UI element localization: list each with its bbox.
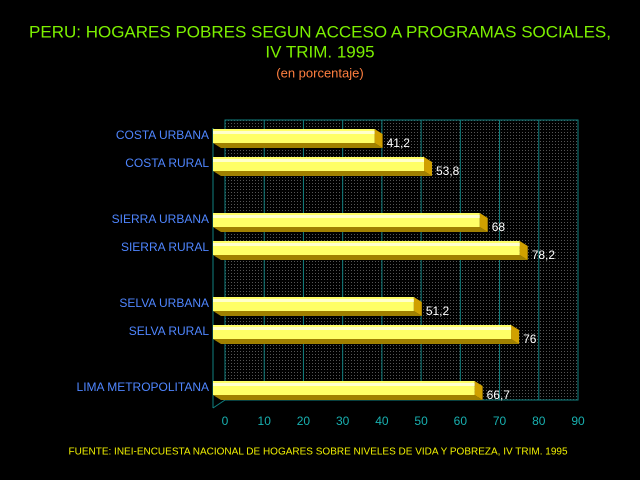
x-tick-label: 10 bbox=[258, 414, 272, 428]
x-tick-label: 40 bbox=[375, 414, 389, 428]
data-label: 68 bbox=[492, 220, 506, 234]
y-tick-label: SELVA URBANA bbox=[119, 296, 209, 310]
data-label: 53,8 bbox=[436, 164, 460, 178]
x-tick-label: 0 bbox=[222, 414, 229, 428]
source-note: FUENTE: INEI-ENCUESTA NACIONAL DE HOGARE… bbox=[68, 447, 567, 458]
bar-highlight bbox=[213, 299, 414, 302]
x-tick-label: 30 bbox=[336, 414, 350, 428]
y-tick-label: SIERRA URBANA bbox=[112, 212, 209, 226]
bar-shadow bbox=[213, 143, 383, 148]
y-tick-label: SELVA RURAL bbox=[129, 324, 210, 338]
bar-shadow bbox=[213, 227, 488, 232]
y-tick-label: COSTA URBANA bbox=[116, 128, 209, 142]
x-tick-label: 70 bbox=[493, 414, 507, 428]
bar-side bbox=[479, 213, 488, 232]
y-tick-label: LIMA METROPOLITANA bbox=[77, 380, 209, 394]
bar-highlight bbox=[213, 215, 480, 218]
y-tick-label: COSTA RURAL bbox=[125, 156, 209, 170]
bar-side bbox=[413, 297, 422, 316]
x-tick-label: 20 bbox=[297, 414, 311, 428]
x-tick-label: 90 bbox=[571, 414, 585, 428]
data-label: 78,2 bbox=[532, 248, 556, 262]
subtitle: (en porcentaje) bbox=[276, 65, 363, 80]
axis-line bbox=[212, 399, 226, 409]
y-tick-label: SIERRA RURAL bbox=[121, 240, 209, 254]
bar-shadow bbox=[213, 311, 422, 316]
bar-side bbox=[519, 241, 528, 260]
data-label: 41,2 bbox=[387, 136, 411, 150]
bar-highlight bbox=[213, 243, 520, 246]
bar-shadow bbox=[213, 339, 520, 344]
bar-side bbox=[474, 381, 483, 400]
x-tick-label: 50 bbox=[414, 414, 428, 428]
bar-side bbox=[511, 325, 520, 344]
data-label: 51,2 bbox=[426, 304, 450, 318]
x-tick-label: 60 bbox=[454, 414, 468, 428]
bar-highlight bbox=[213, 383, 475, 386]
bar-side bbox=[374, 129, 383, 148]
bar-shadow bbox=[213, 395, 483, 400]
bar-highlight bbox=[213, 131, 375, 134]
chart-title: PERU: HOGARES POBRES SEGUN ACCESO A PROG… bbox=[29, 22, 611, 41]
bar-side bbox=[424, 157, 433, 176]
chart-title: IV TRIM. 1995 bbox=[265, 42, 374, 61]
data-label: 66,7 bbox=[487, 388, 511, 402]
bar-highlight bbox=[213, 327, 512, 330]
bar-shadow bbox=[213, 171, 433, 176]
data-label: 76 bbox=[523, 332, 537, 346]
x-tick-label: 80 bbox=[532, 414, 546, 428]
bar-shadow bbox=[213, 255, 528, 260]
bar-highlight bbox=[213, 159, 425, 162]
